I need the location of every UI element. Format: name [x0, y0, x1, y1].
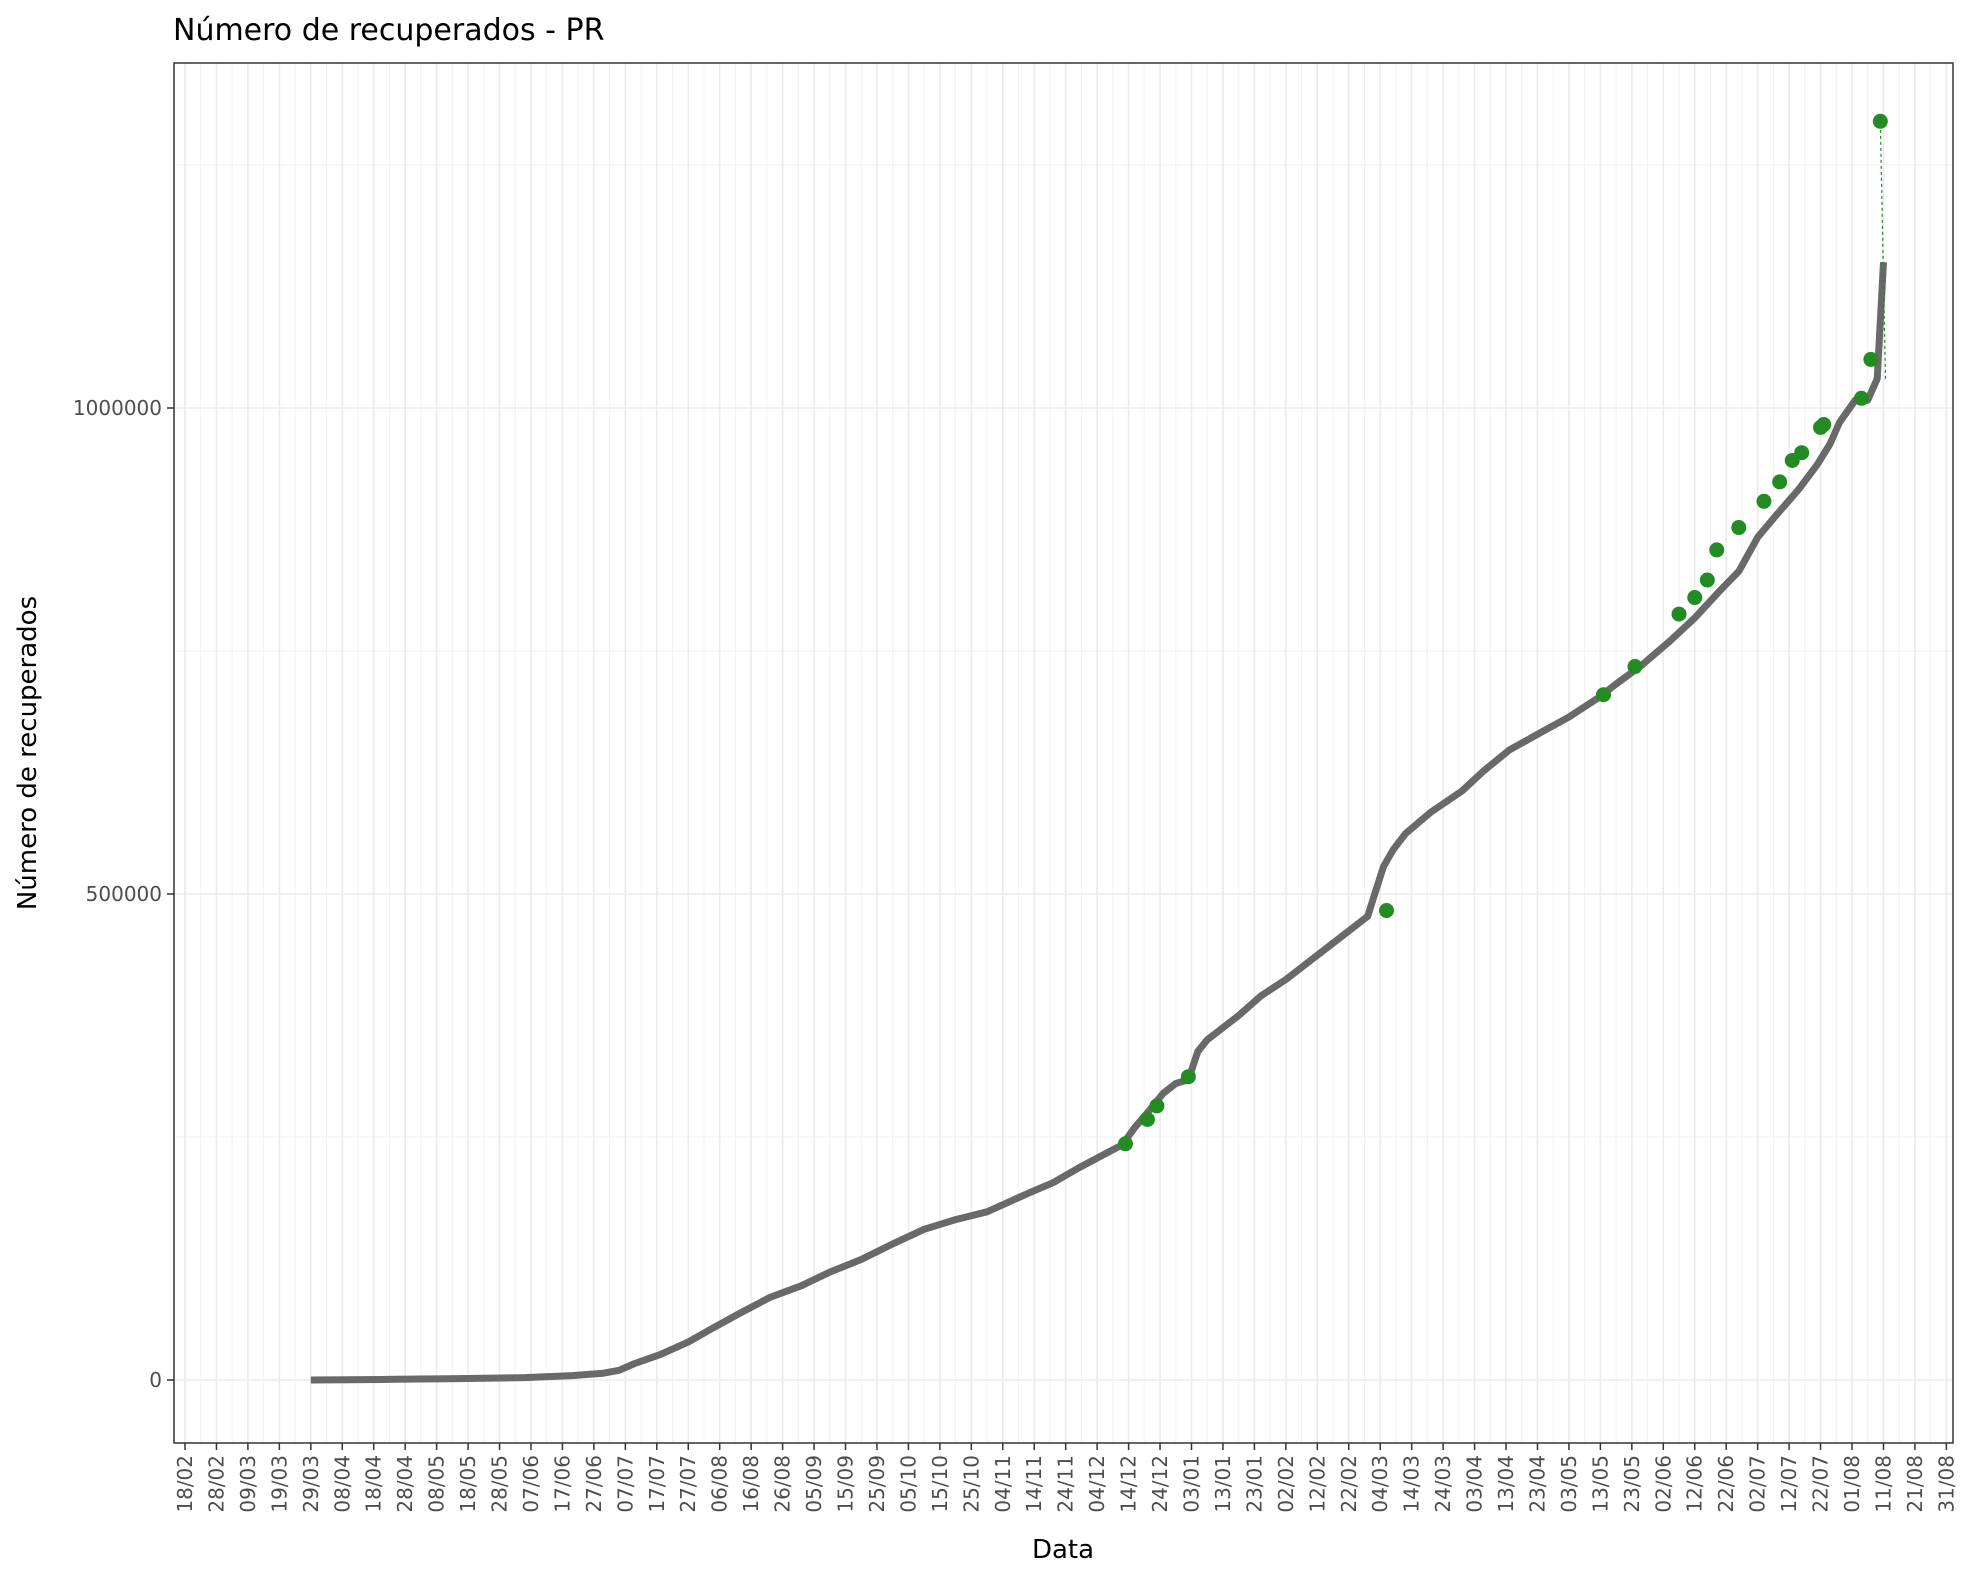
x-tick-label: 11/08: [1871, 1455, 1895, 1513]
data-point: [1117, 1136, 1133, 1152]
major-gridlines: [174, 63, 1953, 1443]
x-tick-label: 09/03: [236, 1455, 260, 1513]
x-tick-label: 15/10: [928, 1455, 952, 1513]
x-tick-label: 24/11: [1054, 1455, 1078, 1513]
x-tick-label: 23/01: [1242, 1455, 1266, 1513]
x-tick-label: 18/04: [362, 1455, 386, 1513]
x-tick-label: 03/05: [1557, 1455, 1581, 1513]
x-tick-label: 22/06: [1714, 1455, 1738, 1513]
x-tick-label: 27/07: [676, 1455, 700, 1513]
x-tick-label: 23/05: [1620, 1455, 1644, 1513]
data-point: [1379, 903, 1395, 919]
data-point: [1596, 687, 1612, 703]
y-tick-label: 1000000: [73, 396, 162, 420]
plot-panel-background: [174, 63, 1953, 1443]
x-tick-label: 03/01: [1179, 1455, 1203, 1513]
data-point: [1687, 590, 1703, 606]
x-tick-label: 25/10: [959, 1455, 983, 1513]
x-tick-label: 14/11: [1022, 1455, 1046, 1513]
data-point: [1863, 351, 1879, 367]
x-tick-label: 17/07: [645, 1455, 669, 1513]
x-axis: 18/02 28/02 09/03 19/03 29/03 08/04 18/04 28/04…: [173, 1443, 1958, 1513]
data-point: [1794, 445, 1810, 461]
data-point: [1627, 659, 1643, 675]
x-tick-label: 01/08: [1840, 1455, 1864, 1513]
data-point: [1180, 1069, 1196, 1085]
x-tick-label: 06/08: [708, 1455, 732, 1513]
data-point: [1816, 417, 1832, 433]
x-axis-title: Data: [1032, 1535, 1094, 1565]
data-point: [1139, 1112, 1155, 1128]
x-tick-label: 16/08: [739, 1455, 763, 1513]
x-tick-label: 04/12: [1085, 1455, 1109, 1513]
x-tick-label: 04/11: [991, 1455, 1015, 1513]
x-tick-label: 13/01: [1211, 1455, 1235, 1513]
x-tick-label: 24/03: [1431, 1455, 1455, 1513]
x-tick-label: 22/07: [1809, 1455, 1833, 1513]
y-tick-label: 500000: [86, 882, 162, 906]
x-tick-label: 13/05: [1588, 1455, 1612, 1513]
y-axis-title: Número de recuperados: [13, 596, 43, 910]
x-tick-label: 22/02: [1337, 1455, 1361, 1513]
x-tick-label: 31/08: [1934, 1455, 1958, 1513]
x-tick-label: 26/08: [771, 1455, 795, 1513]
x-tick-label: 02/07: [1746, 1455, 1770, 1513]
y-tick-label: 0: [149, 1368, 162, 1392]
x-tick-label: 24/12: [1148, 1455, 1172, 1513]
x-tick-label: 27/06: [582, 1455, 606, 1513]
x-tick-label: 28/02: [204, 1455, 228, 1513]
x-tick-label: 02/02: [1274, 1455, 1298, 1513]
chart-title: Número de recuperados - PR: [173, 13, 604, 48]
x-tick-label: 13/04: [1494, 1455, 1518, 1513]
x-tick-label: 05/09: [802, 1455, 826, 1513]
x-tick-label: 03/04: [1463, 1455, 1487, 1513]
x-tick-label: 14/12: [1117, 1455, 1141, 1513]
x-tick-label: 28/04: [393, 1455, 417, 1513]
data-point: [1149, 1098, 1165, 1114]
plot-panel-border: [173, 62, 1954, 1444]
x-tick-label: 15/09: [834, 1455, 858, 1513]
x-tick-label: 04/03: [1368, 1455, 1392, 1513]
x-tick-label: 14/03: [1400, 1455, 1424, 1513]
x-tick-label: 17/06: [550, 1455, 574, 1513]
data-point: [1709, 542, 1725, 558]
y-axis: 0 500000 1000000: [73, 396, 174, 1392]
data-point: [1772, 474, 1788, 490]
x-tick-label: 08/05: [425, 1455, 449, 1513]
x-tick-label: 25/09: [865, 1455, 889, 1513]
data-point: [1872, 113, 1888, 129]
connector-line: [1879, 121, 1887, 379]
data-point: [1731, 520, 1747, 536]
data-point: [1671, 606, 1687, 622]
x-tick-label: 05/10: [896, 1455, 920, 1513]
x-tick-label: 29/03: [299, 1455, 323, 1513]
series-layer: [310, 113, 1888, 1384]
x-tick-label: 12/06: [1683, 1455, 1707, 1513]
trend-line: [310, 262, 1887, 1384]
data-point: [1699, 572, 1715, 588]
x-tick-label: 07/07: [613, 1455, 637, 1513]
x-tick-label: 18/02: [173, 1455, 197, 1513]
x-tick-label: 18/05: [456, 1455, 480, 1513]
x-tick-label: 28/05: [488, 1455, 512, 1513]
data-point: [1853, 390, 1869, 406]
x-tick-label: 19/03: [267, 1455, 291, 1513]
data-point: [1756, 493, 1772, 509]
x-tick-label: 12/07: [1777, 1455, 1801, 1513]
x-tick-label: 23/04: [1525, 1455, 1549, 1513]
x-tick-label: 02/06: [1651, 1455, 1675, 1513]
x-tick-label: 21/08: [1903, 1455, 1927, 1513]
x-tick-label: 12/02: [1305, 1455, 1329, 1513]
x-tick-label: 08/04: [330, 1455, 354, 1513]
x-tick-label: 07/06: [519, 1455, 543, 1513]
